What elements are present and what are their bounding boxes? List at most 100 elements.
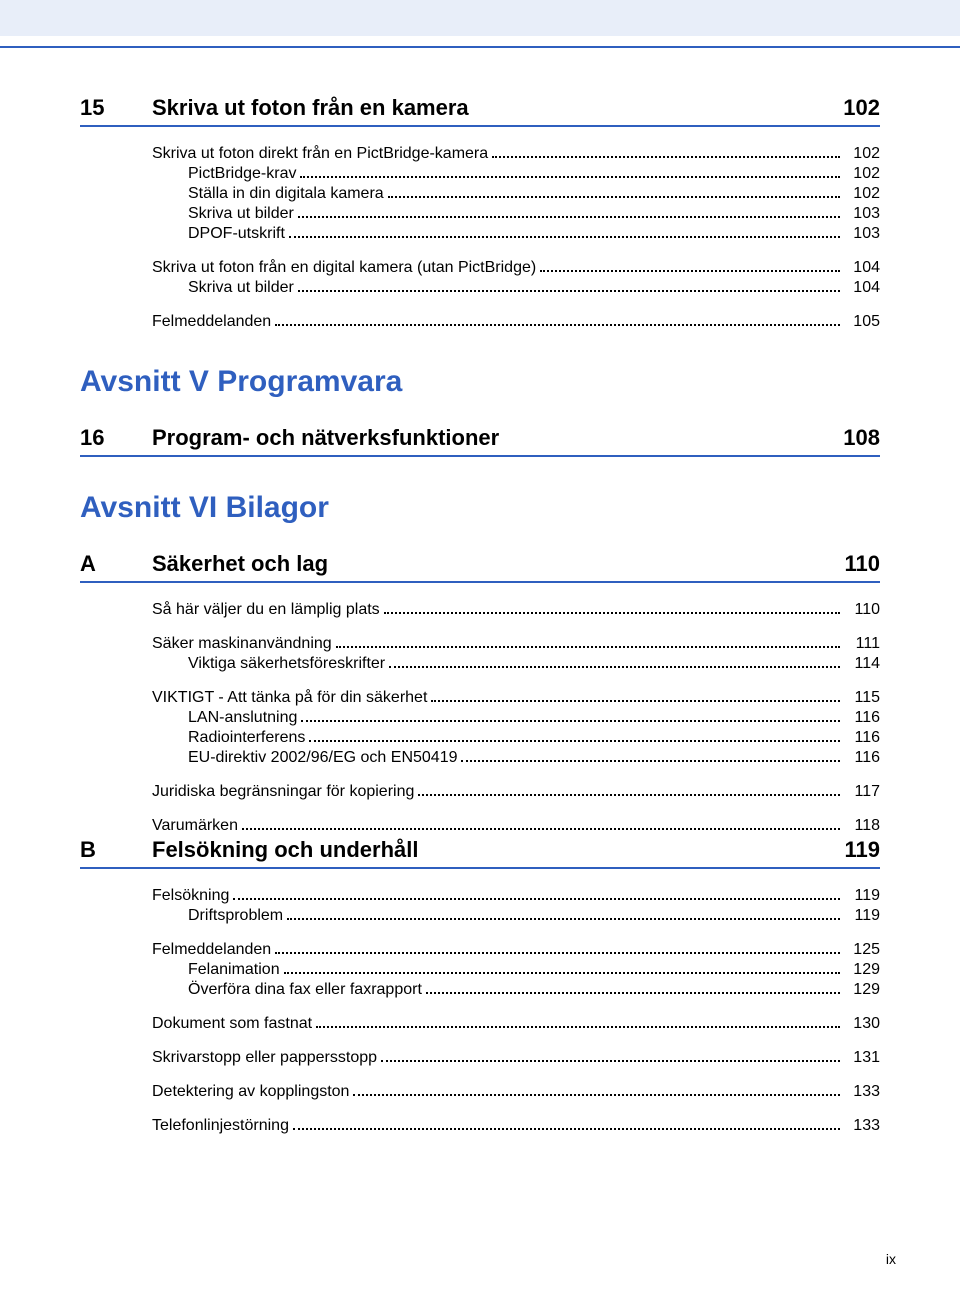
toc-leader <box>300 176 840 178</box>
toc-leader <box>492 156 840 158</box>
toc-group-gap <box>80 1001 880 1015</box>
toc-section-page: 110 <box>820 551 880 577</box>
toc-entry-page: 103 <box>844 205 880 223</box>
toc-entry-page: 115 <box>844 689 880 707</box>
toc-section-number: B <box>80 837 152 863</box>
toc-section-heading: BFelsökning och underhåll119 <box>80 837 880 869</box>
toc-entry-page: 118 <box>844 817 880 835</box>
toc-group-gap <box>80 245 880 259</box>
toc-sub-entry: Varumärken 118 <box>80 817 880 835</box>
toc-sub-entry: Felmeddelanden125 <box>80 941 880 959</box>
toc-leader <box>431 700 840 702</box>
footer-page-number: ix <box>886 1251 896 1267</box>
toc-section-number: 15 <box>80 95 152 121</box>
toc-entry-page: 133 <box>844 1117 880 1135</box>
toc-entry-label: Radiointerferens <box>188 729 305 747</box>
toc-content: 15Skriva ut foton från en kamera102Skriv… <box>80 95 880 1137</box>
toc-section-number: A <box>80 551 152 577</box>
toc-entry-page: 131 <box>844 1049 880 1067</box>
toc-group-gap <box>80 1035 880 1049</box>
toc-entry-label: Detektering av kopplingston <box>152 1083 349 1101</box>
toc-part-heading-wrap: Avsnitt VI Bilagor <box>80 491 880 525</box>
toc-section-heading: 15Skriva ut foton från en kamera102 <box>80 95 880 127</box>
toc-entry-page: 104 <box>844 279 880 297</box>
toc-subsub-entry: Skriva ut bilder 104 <box>80 279 880 297</box>
toc-entry-label: Telefonlinjestörning <box>152 1117 289 1135</box>
toc-sub-entry: Säker maskinanvändning 111 <box>80 635 880 653</box>
toc-sub-entry: Skriva ut foton från en digital kamera (… <box>80 259 880 277</box>
toc-leader <box>287 918 840 920</box>
page: 15Skriva ut foton från en kamera102Skriv… <box>0 0 960 1315</box>
toc-leader <box>540 270 840 272</box>
toc-part-heading: Avsnitt V Programvara <box>80 365 880 399</box>
toc-leader <box>289 236 840 238</box>
toc-entry-page: 102 <box>844 145 880 163</box>
toc-entry-page: 117 <box>844 783 880 801</box>
toc-entry-label: Skrivarstopp eller pappersstopp <box>152 1049 377 1067</box>
toc-entry-label: Juridiska begränsningar för kopiering <box>152 783 414 801</box>
toc-entry-label: Skriva ut bilder <box>188 279 294 297</box>
toc-entry-page: 129 <box>844 981 880 999</box>
toc-entry-page: 114 <box>844 655 880 673</box>
toc-entry-page: 116 <box>844 709 880 727</box>
toc-group-gap <box>80 1103 880 1117</box>
toc-entry-page: 119 <box>844 907 880 925</box>
toc-sub-entry: Dokument som fastnat130 <box>80 1015 880 1033</box>
toc-entry-page: 116 <box>844 729 880 747</box>
toc-section-heading: 16Program- och nätverksfunktioner108 <box>80 425 880 457</box>
toc-entry-page: 130 <box>844 1015 880 1033</box>
toc-leader <box>418 794 840 796</box>
toc-group-gap <box>80 1069 880 1083</box>
toc-entry-label: Skriva ut bilder <box>188 205 294 223</box>
toc-leader <box>301 720 840 722</box>
toc-group-gap <box>80 621 880 635</box>
toc-subsub-entry: Överföra dina fax eller faxrapport129 <box>80 981 880 999</box>
toc-entry-label: VIKTIGT - Att tänka på för din säkerhet <box>152 689 427 707</box>
toc-entry-label: Felmeddelanden <box>152 313 271 331</box>
header-rule <box>0 46 960 48</box>
toc-leader <box>384 612 840 614</box>
toc-entry-label: Ställa in din digitala kamera <box>188 185 384 203</box>
toc-entry-label: DPOF-utskrift <box>188 225 285 243</box>
toc-leader <box>309 740 840 742</box>
toc-group-gap <box>80 299 880 313</box>
toc-entry-page: 104 <box>844 259 880 277</box>
toc-section-page: 108 <box>820 425 880 451</box>
toc-leader <box>233 898 840 900</box>
toc-group-gap <box>80 675 880 689</box>
toc-entry-page: 119 <box>844 887 880 905</box>
toc-subsub-entry: DPOF-utskrift 103 <box>80 225 880 243</box>
toc-section-number: 16 <box>80 425 152 451</box>
toc-leader <box>353 1094 840 1096</box>
toc-entry-label: Säker maskinanvändning <box>152 635 332 653</box>
toc-sub-entry: Felsökning 119 <box>80 887 880 905</box>
toc-part-heading-wrap: Avsnitt V Programvara <box>80 365 880 399</box>
toc-sub-entry: Detektering av kopplingston133 <box>80 1083 880 1101</box>
toc-leader <box>316 1026 840 1028</box>
toc-section-title: Felsökning och underhåll <box>152 837 820 863</box>
toc-leader <box>298 290 840 292</box>
toc-subsub-entry: Driftsproblem119 <box>80 907 880 925</box>
toc-subsub-entry: Viktiga säkerhetsföreskrifter114 <box>80 655 880 673</box>
toc-leader <box>389 666 840 668</box>
toc-leader <box>242 828 840 830</box>
toc-section-title: Skriva ut foton från en kamera <box>152 95 820 121</box>
toc-entry-label: Skriva ut foton från en digital kamera (… <box>152 259 536 277</box>
toc-entry-page: 102 <box>844 185 880 203</box>
toc-entry-label: Felsökning <box>152 887 229 905</box>
toc-subsub-entry: PictBridge-krav102 <box>80 165 880 183</box>
toc-sub-entry: Skriva ut foton direkt från en PictBridg… <box>80 145 880 163</box>
toc-sub-entry: Telefonlinjestörning 133 <box>80 1117 880 1135</box>
toc-entry-label: Felmeddelanden <box>152 941 271 959</box>
toc-entry-page: 110 <box>844 601 880 619</box>
toc-entry-label: LAN-anslutning <box>188 709 297 727</box>
toc-part-heading: Avsnitt VI Bilagor <box>80 491 880 525</box>
toc-entry-page: 111 <box>844 635 880 653</box>
toc-entry-page: 102 <box>844 165 880 183</box>
toc-leader <box>336 646 840 648</box>
toc-entry-label: Varumärken <box>152 817 238 835</box>
toc-entry-page: 103 <box>844 225 880 243</box>
toc-leader <box>426 992 840 994</box>
toc-sub-entry: Juridiska begränsningar för kopiering 117 <box>80 783 880 801</box>
toc-leader <box>275 324 840 326</box>
